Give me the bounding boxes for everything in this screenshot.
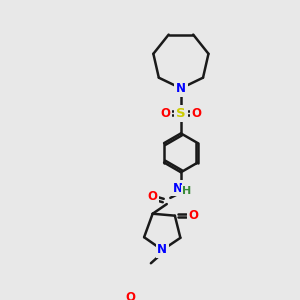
Text: N: N: [172, 182, 182, 195]
Text: O: O: [148, 190, 158, 203]
Text: O: O: [160, 106, 170, 120]
Text: H: H: [182, 186, 192, 196]
Text: O: O: [192, 106, 202, 120]
Text: S: S: [176, 106, 186, 120]
Text: N: N: [176, 82, 186, 95]
Text: O: O: [126, 291, 136, 300]
Text: O: O: [188, 209, 198, 222]
Text: N: N: [158, 244, 167, 256]
